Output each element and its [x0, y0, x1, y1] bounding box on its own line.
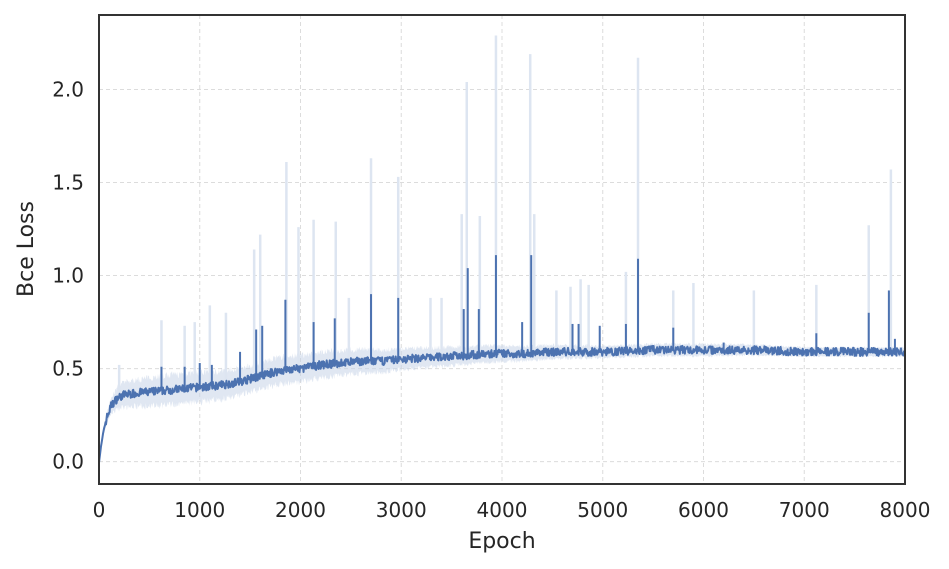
mean-line-path [98, 344, 906, 463]
x-axis-label: Epoch [468, 529, 535, 554]
y-axis-label: Bce Loss [14, 201, 39, 297]
x-tick-label: 6000 [678, 498, 729, 522]
x-tick-label: 8000 [880, 498, 931, 522]
mean-spikes [160, 255, 896, 391]
axes-frame [98, 14, 906, 485]
x-tick-label: 7000 [779, 498, 830, 522]
x-tick-label: 4000 [477, 498, 528, 522]
y-axis-ticks: 0.0 0.5 1.0 1.5 2.0 [52, 77, 84, 473]
mean-line [98, 344, 906, 463]
x-tick-label: 0 [93, 498, 106, 522]
y-tick-label: 0.0 [52, 450, 84, 474]
y-tick-label: 2.0 [52, 77, 84, 101]
x-tick-label: 1000 [174, 498, 225, 522]
y-tick-label: 1.5 [52, 171, 84, 195]
band-area [99, 342, 905, 463]
x-tick-label: 5000 [577, 498, 628, 522]
y-tick-label: 1.0 [52, 264, 84, 288]
x-axis-ticks: 0 1000 2000 3000 4000 5000 6000 7000 8000 [93, 498, 931, 522]
x-tick-label: 3000 [376, 498, 427, 522]
confidence-band [99, 342, 905, 463]
y-tick-label: 0.5 [52, 357, 84, 381]
x-tick-label: 2000 [275, 498, 326, 522]
